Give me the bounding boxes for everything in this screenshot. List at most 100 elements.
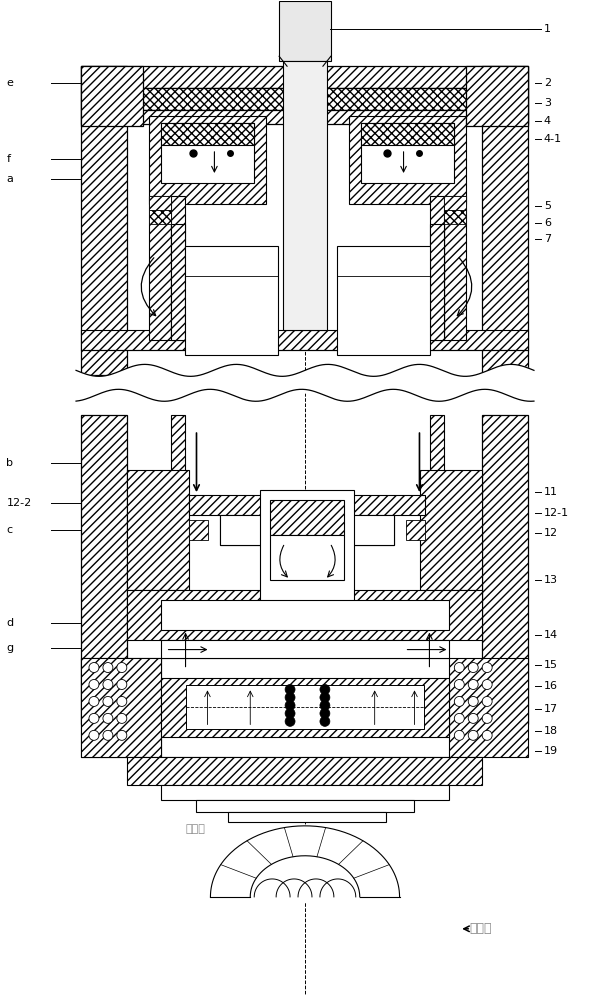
Text: 3: 3 bbox=[544, 98, 551, 108]
Circle shape bbox=[117, 680, 127, 689]
Bar bbox=[283, 61, 327, 330]
Circle shape bbox=[117, 663, 127, 673]
Circle shape bbox=[482, 663, 492, 673]
Circle shape bbox=[468, 663, 478, 673]
Bar bbox=[81, 66, 127, 375]
Bar bbox=[406, 520, 426, 540]
Bar bbox=[185, 246, 278, 355]
Bar bbox=[81, 415, 127, 724]
Bar bbox=[270, 500, 344, 535]
Bar bbox=[161, 123, 254, 145]
Circle shape bbox=[454, 730, 464, 740]
Circle shape bbox=[482, 713, 492, 723]
Bar bbox=[197, 800, 414, 812]
Bar bbox=[337, 246, 431, 355]
Bar bbox=[81, 88, 528, 110]
Circle shape bbox=[117, 713, 127, 723]
Bar bbox=[81, 110, 528, 124]
Circle shape bbox=[117, 730, 127, 740]
Circle shape bbox=[89, 680, 99, 689]
Bar bbox=[81, 330, 528, 350]
Text: 12-1: 12-1 bbox=[544, 508, 569, 518]
Bar bbox=[431, 196, 445, 340]
Bar bbox=[127, 470, 189, 590]
Text: c: c bbox=[6, 525, 13, 535]
Text: 14: 14 bbox=[544, 630, 558, 640]
Circle shape bbox=[89, 696, 99, 706]
Circle shape bbox=[89, 713, 99, 723]
Circle shape bbox=[320, 700, 330, 710]
Text: 12: 12 bbox=[544, 528, 558, 538]
Bar bbox=[171, 196, 185, 340]
Text: 1: 1 bbox=[544, 24, 551, 34]
Circle shape bbox=[285, 716, 295, 726]
Text: f: f bbox=[6, 154, 10, 164]
Text: 19: 19 bbox=[544, 746, 558, 756]
Bar bbox=[161, 658, 449, 757]
Text: 4: 4 bbox=[544, 116, 551, 126]
Bar bbox=[127, 590, 482, 640]
Text: e: e bbox=[6, 78, 13, 88]
Circle shape bbox=[103, 730, 113, 740]
Bar bbox=[149, 116, 266, 204]
Text: 磁场线: 磁场线 bbox=[186, 824, 205, 834]
Circle shape bbox=[482, 696, 492, 706]
Bar bbox=[186, 685, 424, 729]
Circle shape bbox=[482, 730, 492, 740]
Circle shape bbox=[285, 700, 295, 710]
Bar bbox=[81, 66, 143, 126]
Bar bbox=[482, 66, 528, 375]
Bar bbox=[361, 123, 454, 145]
Bar bbox=[149, 210, 171, 224]
Text: g: g bbox=[6, 643, 13, 653]
Bar bbox=[361, 123, 454, 183]
Bar bbox=[466, 66, 528, 126]
Circle shape bbox=[103, 663, 113, 673]
Bar bbox=[482, 415, 528, 724]
Bar bbox=[220, 515, 393, 545]
Bar bbox=[161, 123, 254, 183]
Circle shape bbox=[454, 696, 464, 706]
Circle shape bbox=[468, 680, 478, 689]
Circle shape bbox=[454, 663, 464, 673]
Text: 17: 17 bbox=[544, 704, 558, 714]
Bar bbox=[149, 196, 171, 210]
Circle shape bbox=[320, 716, 330, 726]
Bar bbox=[445, 196, 466, 210]
Bar bbox=[420, 470, 482, 590]
Bar bbox=[270, 535, 344, 580]
Circle shape bbox=[117, 696, 127, 706]
Bar bbox=[189, 520, 208, 540]
Circle shape bbox=[89, 663, 99, 673]
Bar bbox=[445, 210, 466, 224]
Bar bbox=[445, 196, 466, 340]
Text: b: b bbox=[6, 458, 13, 468]
Text: 4-1: 4-1 bbox=[544, 134, 562, 144]
Text: 16: 16 bbox=[544, 681, 558, 691]
Bar bbox=[279, 1, 331, 61]
Bar bbox=[228, 812, 385, 822]
Text: 2: 2 bbox=[544, 78, 551, 88]
Circle shape bbox=[103, 713, 113, 723]
Text: 6: 6 bbox=[544, 218, 551, 228]
Text: 通大气: 通大气 bbox=[470, 922, 491, 935]
Circle shape bbox=[103, 680, 113, 689]
Text: 18: 18 bbox=[544, 726, 558, 736]
Bar bbox=[161, 785, 449, 800]
Text: d: d bbox=[6, 618, 13, 628]
Bar bbox=[349, 116, 466, 204]
Text: 13: 13 bbox=[544, 575, 558, 585]
Circle shape bbox=[320, 684, 330, 694]
Bar bbox=[260, 490, 354, 605]
Bar bbox=[149, 196, 171, 340]
Circle shape bbox=[468, 696, 478, 706]
Bar bbox=[81, 658, 161, 757]
Circle shape bbox=[320, 692, 330, 702]
Bar bbox=[161, 640, 449, 658]
Circle shape bbox=[103, 696, 113, 706]
Circle shape bbox=[468, 713, 478, 723]
Bar bbox=[220, 515, 393, 545]
Text: 15: 15 bbox=[544, 660, 558, 670]
Bar bbox=[448, 658, 528, 757]
Text: 5: 5 bbox=[544, 201, 551, 211]
